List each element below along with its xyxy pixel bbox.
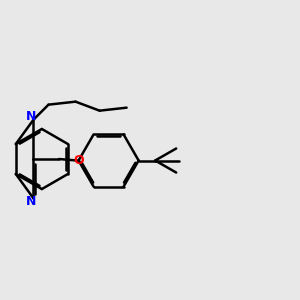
Text: O: O bbox=[73, 154, 84, 167]
Text: N: N bbox=[26, 195, 36, 208]
Text: N: N bbox=[26, 110, 36, 123]
